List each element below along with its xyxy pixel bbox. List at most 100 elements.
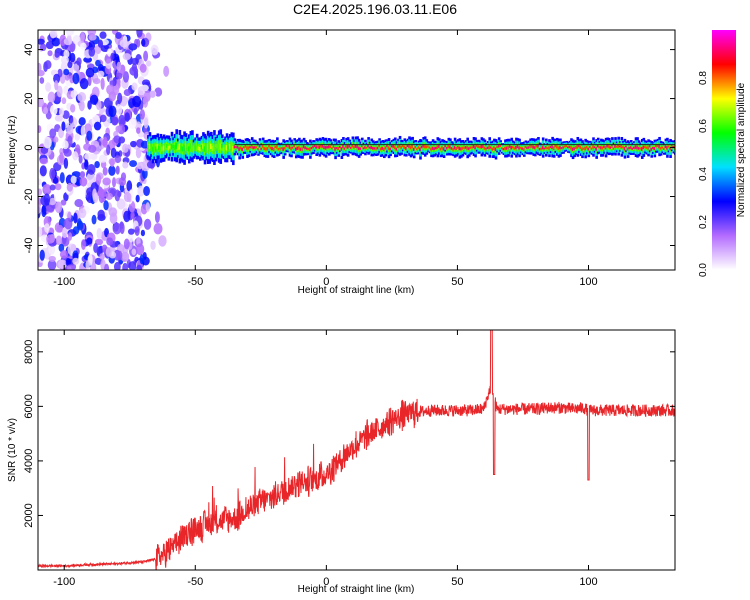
spectrogram-noise-cell — [48, 244, 56, 255]
spectrogram-band-cell — [427, 145, 430, 148]
spectrogram-noise-cell — [143, 50, 149, 62]
spectrogram-band-cell — [636, 145, 639, 150]
spectrogram-noise-cell — [116, 198, 126, 210]
spectrogram-noise-cell — [54, 115, 64, 122]
spectrogram-noise-cell — [51, 37, 61, 47]
spectrogram-band-cell — [650, 147, 654, 151]
spectrogram-band-cell — [593, 146, 597, 149]
spectrogram-band-cell — [603, 145, 606, 149]
spectrogram-noise-cell — [105, 247, 112, 257]
spectrogram-band-cell — [433, 147, 436, 151]
spectrogram-band-cell — [287, 145, 290, 148]
spectrogram-band-cell — [315, 145, 318, 149]
spectrogram-band-cell — [379, 147, 383, 151]
spectrogram-band-cell — [217, 143, 221, 150]
spectrogram-band-cell — [367, 144, 370, 148]
spectrogram-noise-cell — [56, 224, 64, 233]
spectrogram-noise-cell — [61, 97, 67, 105]
spectrogram-noise-cell — [70, 175, 77, 184]
spectrogram-noise-cell — [47, 259, 57, 270]
spectrogram-noise-cell — [41, 205, 47, 218]
spectrogram-band-cell — [239, 146, 243, 150]
y-tick-label: 4000 — [23, 449, 35, 473]
spectrogram-band-cell — [206, 144, 210, 151]
spectrogram-band-cell — [519, 146, 523, 149]
spectrogram-noise-cell — [149, 90, 156, 98]
spectrogram-band-cell — [549, 145, 553, 148]
spectrogram-noise-cell — [70, 104, 76, 113]
spectrogram-band-cell — [181, 146, 185, 152]
y-tick-label: 8000 — [23, 340, 35, 364]
spectrogram-band-cell — [556, 145, 559, 149]
spectrogram-band-cell — [354, 144, 358, 148]
spectrogram-noise-cell — [126, 180, 133, 192]
spectrogram-band-cell — [191, 143, 194, 150]
spectrogram-band-cell — [582, 147, 586, 150]
spectrogram-band-cell — [409, 145, 413, 150]
spectrogram-band-cell — [346, 145, 350, 149]
spectrogram-noise-cell — [122, 161, 129, 169]
spectrogram-band-cell — [153, 145, 156, 150]
spectrogram-band-cell — [648, 145, 652, 148]
spectrogram-band-cell — [589, 145, 592, 149]
spectrogram-band-cell — [187, 146, 191, 152]
spectrogram-band-cell — [570, 145, 573, 150]
spectrogram-band-cell — [246, 146, 249, 150]
spectrogram-band-cell — [455, 147, 458, 150]
spectrogram-noise-cell — [150, 44, 159, 56]
spectrogram-noise-cell — [87, 75, 92, 87]
spectrogram-noise-cell — [85, 260, 90, 270]
spectrogram-noise-cell — [117, 92, 123, 104]
spectrogram-band-cell — [397, 145, 400, 149]
spectrogram-noise-cell — [55, 235, 63, 246]
spectrogram-noise-cell — [92, 78, 101, 85]
spectrogram-noise-cell — [60, 199, 67, 206]
spectrogram-band-cell — [419, 147, 422, 152]
spectrogram-band-cell — [661, 146, 665, 149]
spectrogram-noise-cell — [108, 165, 116, 176]
spectrogram-band-cell — [488, 145, 492, 150]
spectrogram-noise-cell — [137, 185, 145, 197]
spectrogram-noise-cell — [66, 182, 73, 192]
spectrogram-noise-cell — [112, 177, 117, 188]
spectrogram-noise-cell — [103, 200, 109, 211]
spectrogram-band-cell — [169, 145, 172, 149]
spectrogram-noise-cell — [136, 127, 141, 134]
spectrogram-noise-cell — [73, 63, 80, 72]
spectrogram-noise-cell — [84, 159, 89, 171]
spectrogram-band-cell — [225, 145, 229, 151]
spectrogram-noise-cell — [106, 84, 115, 95]
spectrogram-noise-cell — [154, 211, 160, 224]
y-tick-label: 40 — [23, 43, 35, 55]
spectrogram-band-cell — [233, 145, 237, 149]
spectrogram-band-cell — [230, 144, 234, 150]
spectrogram-band-cell — [475, 144, 479, 147]
spectrogram-band-cell — [195, 144, 199, 149]
spectrogram-band-cell — [194, 145, 197, 149]
snr-y-label: SNR (10 * v/v) — [7, 418, 18, 482]
spectrogram-noise-cell — [43, 106, 49, 115]
spectrogram-noise-cell — [54, 51, 60, 58]
spectrogram-band-cell — [224, 147, 227, 152]
spectrogram-band-cell — [361, 144, 364, 148]
spectrogram-noise-cell — [40, 234, 49, 242]
spectrogram-noise-cell — [114, 155, 122, 164]
spectrogram-noise-cell — [110, 52, 115, 61]
spectrogram-band-cell — [658, 144, 661, 149]
spectrogram-band-cell — [491, 147, 495, 151]
spectrogram-noise-cell — [64, 73, 70, 81]
spectrogram-band-cell — [370, 145, 374, 150]
spectrogram-band-cell — [567, 146, 570, 149]
spectrogram-noise-cell — [106, 48, 112, 57]
spectrogram-noise-cell — [123, 191, 132, 203]
snr-x-ticks: -100 -50 0 50 100 — [53, 330, 598, 588]
spectrogram-band-cell — [335, 147, 339, 150]
spectrogram-band-cell — [554, 144, 558, 148]
spectrogram-band-cell — [200, 145, 204, 150]
spectrogram-band-cell — [422, 144, 425, 148]
spectrogram-band-cell — [405, 146, 408, 150]
spectrogram-band-cell — [460, 147, 463, 151]
spectrogram-band-cell — [647, 146, 650, 150]
